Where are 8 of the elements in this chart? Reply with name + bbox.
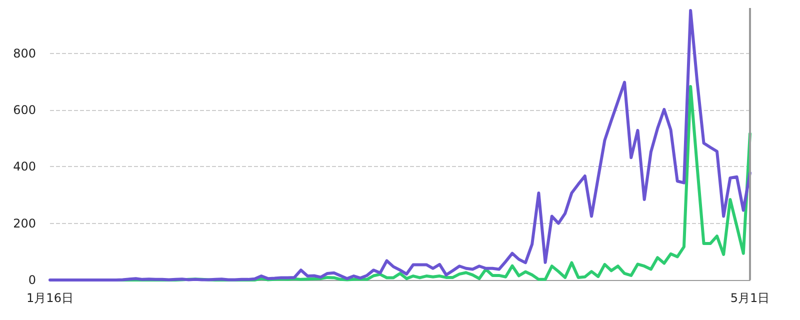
y-tick-label: 800 — [13, 46, 36, 60]
line-series — [48, 9, 752, 282]
x-tick-label: 5月1日 — [730, 291, 770, 305]
y-tick-label: 200 — [13, 216, 36, 230]
y-tick-label: 600 — [13, 103, 36, 117]
y-tick-label: 400 — [13, 160, 36, 174]
y-tick-label: 0 — [28, 273, 36, 287]
x-tick-label: 1月16日 — [26, 291, 74, 305]
